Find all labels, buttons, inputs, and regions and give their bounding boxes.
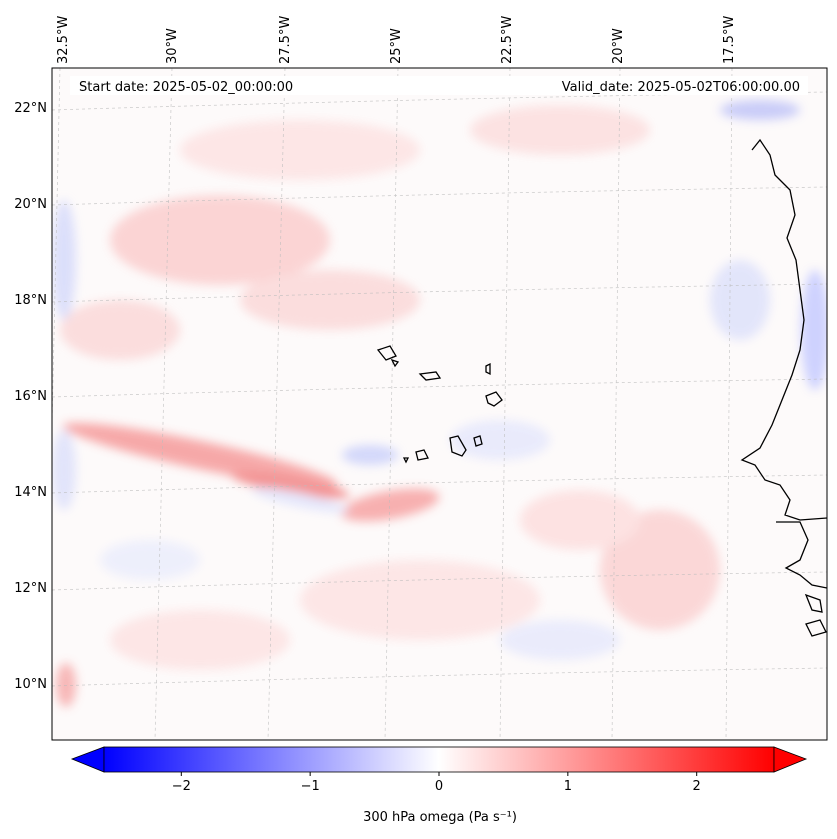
- map-frame: [51, 67, 828, 741]
- colorbar-extend-max: [773, 746, 808, 773]
- lon-label-30w: 30°W: [165, 28, 180, 64]
- lon-label-32-5w: 32.5°W: [56, 16, 71, 64]
- start-date-label: Start date: 2025-05-02_00:00:00: [79, 80, 293, 95]
- lat-label-12n: 12°N: [14, 581, 47, 596]
- colorbar-tick-label: 1: [564, 779, 572, 794]
- lon-label-25w: 25°W: [389, 28, 404, 64]
- colorbar-label: 300 hPa omega (Pa s⁻¹): [363, 810, 517, 825]
- colorbar-tick-label: 2: [693, 779, 701, 794]
- omega-field: [52, 100, 827, 707]
- lat-label-22n: 22°N: [14, 101, 47, 116]
- colorbar-tick-label: −2: [172, 779, 191, 794]
- latitude-labels: 22°N 20°N 18°N 16°N 14°N 12°N 10°N: [14, 101, 47, 692]
- colorbar-extend-min: [70, 746, 105, 773]
- lon-label-22-5w: 22.5°W: [500, 16, 515, 64]
- lat-label-14n: 14°N: [14, 485, 47, 500]
- lat-label-16n: 16°N: [14, 389, 47, 404]
- colorbar-tick-label: −1: [301, 779, 320, 794]
- lon-label-27-5w: 27.5°W: [278, 16, 293, 64]
- colorbar-gradient: [103, 746, 775, 773]
- coastline: [376, 138, 827, 637]
- lon-label-20w: 20°W: [611, 28, 626, 64]
- lat-label-10n: 10°N: [14, 677, 47, 692]
- map-gridlines: [52, 68, 827, 740]
- lon-label-17-5w: 17.5°W: [722, 16, 737, 64]
- header-box: [70, 76, 808, 95]
- longitude-labels: 32.5°W 30°W 27.5°W 25°W 22.5°W 20°W 17.5…: [56, 16, 737, 64]
- colorbar-tick-label: 0: [435, 779, 443, 794]
- lat-label-18n: 18°N: [14, 293, 47, 308]
- valid-date-label: Valid_date: 2025-05-02T06:00:00.00: [562, 80, 800, 95]
- lat-label-20n: 20°N: [14, 197, 47, 212]
- colorbar: −2 −1 0 1 2 300 hPa omega (Pa s⁻¹): [70, 746, 808, 825]
- colorbar-ticks: −2 −1 0 1 2: [172, 772, 701, 794]
- omega-map-panel: [52, 68, 827, 740]
